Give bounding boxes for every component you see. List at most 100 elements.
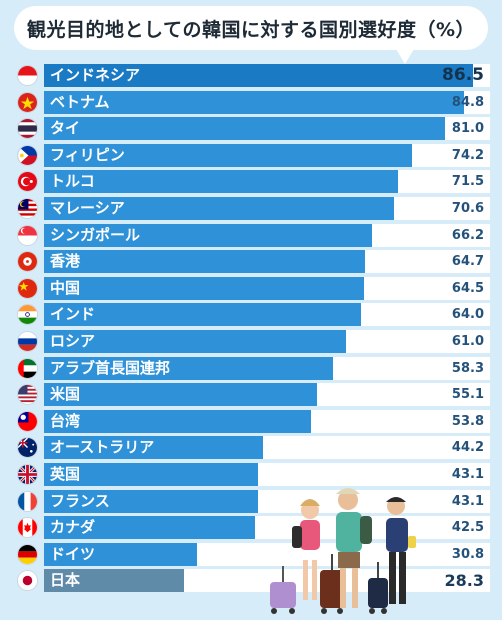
bar-track: シンガポール 66.2 xyxy=(44,223,490,247)
bar-row: ベトナム 84.8 xyxy=(0,90,502,114)
bar xyxy=(44,463,258,486)
title-bubble: 観光目的地としての韓国に対する国別選好度（%） xyxy=(14,6,488,64)
bar xyxy=(44,383,318,407)
value-label: 55.1 xyxy=(451,387,484,403)
bar xyxy=(44,117,446,141)
bar-row: インドネシア 86.5 xyxy=(0,64,502,87)
indonesia-flag-icon xyxy=(17,65,38,86)
bar-track: アラブ首長国連邦 58.3 xyxy=(44,356,490,380)
bar-row: 英国 43.1 xyxy=(0,463,502,486)
bar-track: フランス 43.1 xyxy=(44,489,490,513)
bar-track: 中国 64.5 xyxy=(44,276,490,300)
russia-flag-icon xyxy=(17,331,38,352)
hongkong-flag-icon xyxy=(17,251,38,273)
chart-title: 観光目的地としての韓国に対する国別選好度（%） xyxy=(27,18,475,41)
bar xyxy=(44,516,255,540)
bar xyxy=(44,223,373,247)
category-label: インド xyxy=(50,305,96,324)
category-label: フランス xyxy=(50,491,110,510)
singapore-flag-icon xyxy=(17,224,38,246)
value-label: 58.3 xyxy=(451,360,484,376)
japan-flag-icon xyxy=(17,570,38,592)
bar-row: 香港 64.7 xyxy=(0,250,502,274)
australia-flag-icon xyxy=(17,437,38,459)
bar-track: ベトナム 84.8 xyxy=(44,90,490,114)
category-label: 中国 xyxy=(50,278,81,297)
value-label: 42.5 xyxy=(451,520,484,536)
bar xyxy=(44,436,264,460)
bar-track: 英国 43.1 xyxy=(44,463,490,486)
category-label: ロシア xyxy=(50,332,96,350)
bar-row: 台湾 53.8 xyxy=(0,409,502,433)
bar-row: オーストラリア 44.2 xyxy=(0,436,502,460)
canada-flag-icon xyxy=(17,517,38,539)
bar xyxy=(44,569,185,593)
bar xyxy=(44,330,347,353)
bar xyxy=(44,170,399,194)
bar-track: 台湾 53.8 xyxy=(44,409,490,433)
bar-row: 中国 64.5 xyxy=(0,276,502,300)
value-label: 74.2 xyxy=(451,147,484,163)
bar-row: フランス 43.1 xyxy=(0,489,502,513)
bar xyxy=(44,409,311,433)
china-flag-icon xyxy=(17,277,38,299)
category-label: フィリピン xyxy=(50,145,125,164)
travelers-illustration-icon xyxy=(270,488,416,614)
bar xyxy=(44,250,365,274)
bar-track: ロシア 61.0 xyxy=(44,330,490,353)
value-label: 43.1 xyxy=(451,467,484,482)
value-label: 28.3 xyxy=(444,571,484,591)
category-label: タイ xyxy=(50,119,81,138)
philippines-flag-icon xyxy=(17,144,38,166)
category-label: インドネシア xyxy=(50,66,141,84)
value-label: 84.8 xyxy=(451,94,484,110)
bar-row: シンガポール 66.2 xyxy=(0,223,502,247)
bar-track: マレーシア 70.6 xyxy=(44,197,490,220)
bar xyxy=(44,197,394,220)
bar-track: カナダ 42.5 xyxy=(44,516,490,540)
value-label: 61.0 xyxy=(451,334,484,349)
bar-track: インドネシア 86.5 xyxy=(44,64,490,87)
value-label: 30.8 xyxy=(451,546,484,562)
value-label: 86.5 xyxy=(442,65,484,85)
bar-track: オーストラリア 44.2 xyxy=(44,436,490,460)
category-label: 英国 xyxy=(50,465,81,483)
category-label: 香港 xyxy=(50,252,81,271)
india-flag-icon xyxy=(17,304,38,326)
bar-row: 日本 28.3 xyxy=(0,569,502,593)
bar xyxy=(44,489,258,513)
bar-track: インド 64.0 xyxy=(44,303,490,327)
bar-row: ロシア 61.0 xyxy=(0,330,502,353)
value-label: 64.7 xyxy=(451,254,484,270)
category-label: オーストラリア xyxy=(50,438,155,457)
bar-track: トルコ 71.5 xyxy=(44,170,490,194)
usa-flag-icon xyxy=(17,384,38,406)
value-label: 53.8 xyxy=(451,413,484,429)
category-label: マレーシア xyxy=(50,199,125,217)
thailand-flag-icon xyxy=(17,118,38,140)
taiwan-flag-icon xyxy=(17,410,38,432)
bar-row: ドイツ 30.8 xyxy=(0,542,502,566)
category-label: ベトナム xyxy=(50,92,110,111)
bar-track: 香港 64.7 xyxy=(44,250,490,274)
category-label: シンガポール xyxy=(50,225,141,244)
value-label: 70.6 xyxy=(451,201,484,216)
bar xyxy=(44,542,197,566)
germany-flag-icon xyxy=(17,543,38,565)
category-label: 米国 xyxy=(50,385,81,404)
bar-row: カナダ 42.5 xyxy=(0,516,502,540)
category-label: 台湾 xyxy=(50,411,81,430)
bar xyxy=(44,303,362,327)
value-label: 64.0 xyxy=(451,307,484,323)
bar-row: アラブ首長国連邦 58.3 xyxy=(0,356,502,380)
bar-row: トルコ 71.5 xyxy=(0,170,502,194)
bar xyxy=(44,276,364,300)
malaysia-flag-icon xyxy=(17,198,38,219)
category-label: アラブ首長国連邦 xyxy=(50,358,171,377)
value-label: 71.5 xyxy=(451,174,484,190)
value-label: 44.2 xyxy=(451,440,484,456)
value-label: 64.5 xyxy=(451,280,484,296)
value-label: 81.0 xyxy=(451,121,484,137)
bar-track: 米国 55.1 xyxy=(44,383,490,407)
bar-row: マレーシア 70.6 xyxy=(0,197,502,220)
